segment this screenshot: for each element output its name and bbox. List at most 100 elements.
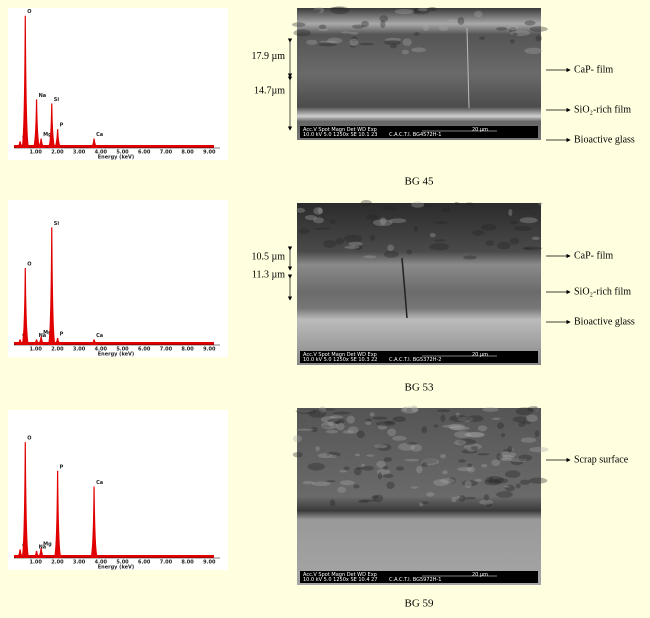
sem-texture	[326, 480, 336, 482]
sem-texture	[370, 235, 375, 241]
sem-texture	[501, 433, 505, 437]
sem-texture	[406, 442, 417, 445]
sem-texture	[521, 437, 536, 442]
sem-texture	[414, 32, 420, 35]
sem-texture	[420, 501, 429, 504]
sem-texture	[516, 484, 521, 489]
sem-texture	[467, 464, 472, 468]
sem-texture	[520, 480, 530, 485]
sem-texture	[458, 459, 466, 462]
sem-texture	[344, 235, 362, 243]
sem-texture	[450, 426, 470, 430]
sem-texture	[365, 421, 371, 425]
sem-texture	[411, 486, 418, 488]
sem-texture	[354, 467, 362, 475]
layer-label: SiO₂-rich film	[574, 286, 631, 297]
peak-label: O	[27, 9, 31, 15]
sem-scale-label: 20 µm	[472, 352, 488, 358]
spectrum-tick-label: 3.00	[73, 560, 86, 566]
spectrum-tick-label: 9.00	[203, 347, 216, 353]
sem-texture	[525, 21, 536, 26]
sem-image	[297, 203, 541, 365]
sem-texture	[355, 454, 360, 457]
sem-texture	[319, 25, 327, 29]
sem-texture	[403, 407, 407, 412]
sem-texture	[353, 484, 359, 488]
sem-texture	[465, 480, 472, 488]
sem-texture	[384, 206, 396, 209]
sem-texture	[426, 492, 434, 497]
sem-texture	[344, 246, 359, 249]
sem-texture	[522, 207, 532, 209]
peak-label: O	[27, 262, 31, 268]
sem-texture	[405, 459, 420, 462]
sem-info-values: 10.0 kV 5.0 1250x SE 10.1 23	[303, 132, 377, 138]
sem-texture	[293, 435, 302, 442]
sem-texture	[411, 48, 426, 53]
sem-texture	[479, 36, 485, 39]
sem-texture	[532, 237, 540, 240]
spectrum-axis-label: Energy (keV)	[98, 155, 134, 161]
sem-texture	[347, 416, 355, 424]
sem-texture	[497, 242, 510, 249]
spectrum-tick-label: 1.00	[30, 347, 43, 353]
spectrum-tick-label: 8.00	[181, 560, 194, 566]
sem-texture	[374, 444, 387, 448]
sem-texture	[455, 202, 459, 205]
sem-texture	[343, 430, 354, 434]
sem-texture	[305, 215, 317, 220]
sem-texture	[392, 436, 407, 441]
sem-texture	[481, 224, 496, 231]
sem-texture	[492, 418, 501, 420]
spectrum-tick-label: 2.00	[51, 150, 64, 156]
sem-texture	[295, 429, 314, 431]
sem-texture	[333, 412, 351, 415]
sem-texture	[458, 17, 465, 25]
sem-texture	[361, 200, 372, 206]
sem-texture	[529, 478, 548, 484]
spectrum-tick-label: 8.00	[181, 347, 194, 353]
sem-texture	[433, 424, 438, 427]
sem-texture	[383, 474, 394, 478]
sem-texture	[482, 407, 498, 411]
sem-texture	[514, 226, 532, 231]
sem-texture	[505, 470, 521, 477]
spectrum-tick-label: 1.00	[30, 560, 43, 566]
layer-label: Bioactive glass	[574, 134, 635, 145]
sem-texture	[512, 33, 517, 36]
peak-label: Ca	[96, 333, 103, 339]
sem-texture	[508, 209, 512, 216]
sem-texture	[411, 405, 418, 412]
sem-texture	[357, 431, 365, 438]
sem-texture	[417, 8, 427, 11]
sem-texture	[535, 430, 540, 437]
sem-texture	[442, 470, 448, 474]
sem-texture	[471, 446, 479, 450]
peak-label: Mg	[43, 541, 52, 547]
spectrum-tick-label: 3.00	[73, 347, 86, 353]
spectrum-tick-label: 2.00	[51, 560, 64, 566]
sem-texture	[411, 202, 424, 208]
sem-texture	[440, 478, 454, 483]
sem-texture	[449, 415, 469, 422]
peak-label: Ca	[96, 132, 103, 138]
sem-texture	[363, 255, 377, 258]
sem-texture	[474, 479, 481, 482]
sem-texture	[474, 11, 482, 18]
sem-texture	[395, 9, 415, 14]
sem-texture	[339, 470, 347, 473]
sem-texture	[421, 426, 427, 433]
sem-texture	[510, 39, 515, 43]
sem-texture	[484, 494, 489, 501]
sem-texture	[500, 458, 512, 461]
sem-texture	[361, 21, 369, 27]
sem-texture	[379, 15, 388, 22]
sem-texture	[486, 240, 494, 246]
spectrum-tick-label: 7.00	[160, 150, 173, 156]
sem-texture	[340, 480, 355, 485]
sem-texture	[438, 26, 448, 31]
caption: BG 45	[404, 176, 434, 188]
sem-texture	[373, 495, 383, 503]
sem-texture	[510, 221, 518, 224]
sem-texture	[330, 7, 344, 10]
